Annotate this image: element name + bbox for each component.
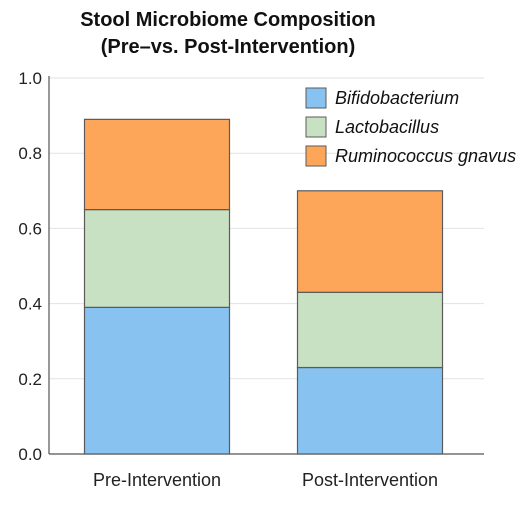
y-tick-label: 0.4	[18, 295, 42, 314]
legend-label: Lactobacillus	[335, 117, 439, 137]
bar-segment	[83, 118, 231, 211]
y-tick-label: 1.0	[18, 69, 42, 88]
bar-segment	[296, 190, 444, 293]
x-tick-label: Post-Intervention	[302, 470, 438, 490]
x-tick-label: Pre-Intervention	[93, 470, 221, 490]
bar-segment	[296, 366, 444, 455]
y-tick-label: 0.2	[18, 370, 42, 389]
legend-swatch	[305, 87, 327, 109]
bar-segment	[296, 291, 444, 369]
legend-label: Ruminococcus gnavus	[335, 146, 516, 166]
bar-segment	[83, 209, 231, 308]
y-tick-label: 0.8	[18, 144, 42, 163]
y-tick-label: 0.6	[18, 219, 42, 238]
y-tick-label: 0.0	[18, 445, 42, 464]
chart-title-line-2: (Pre–vs. Post-Intervention)	[100, 36, 356, 58]
legend-swatch	[305, 116, 327, 138]
legend-swatch	[305, 145, 327, 167]
chart-title-line-1: Stool Microbiome Composition	[80, 9, 376, 31]
legend-label: Bifidobacterium	[335, 88, 459, 108]
bar-segment	[83, 306, 231, 455]
